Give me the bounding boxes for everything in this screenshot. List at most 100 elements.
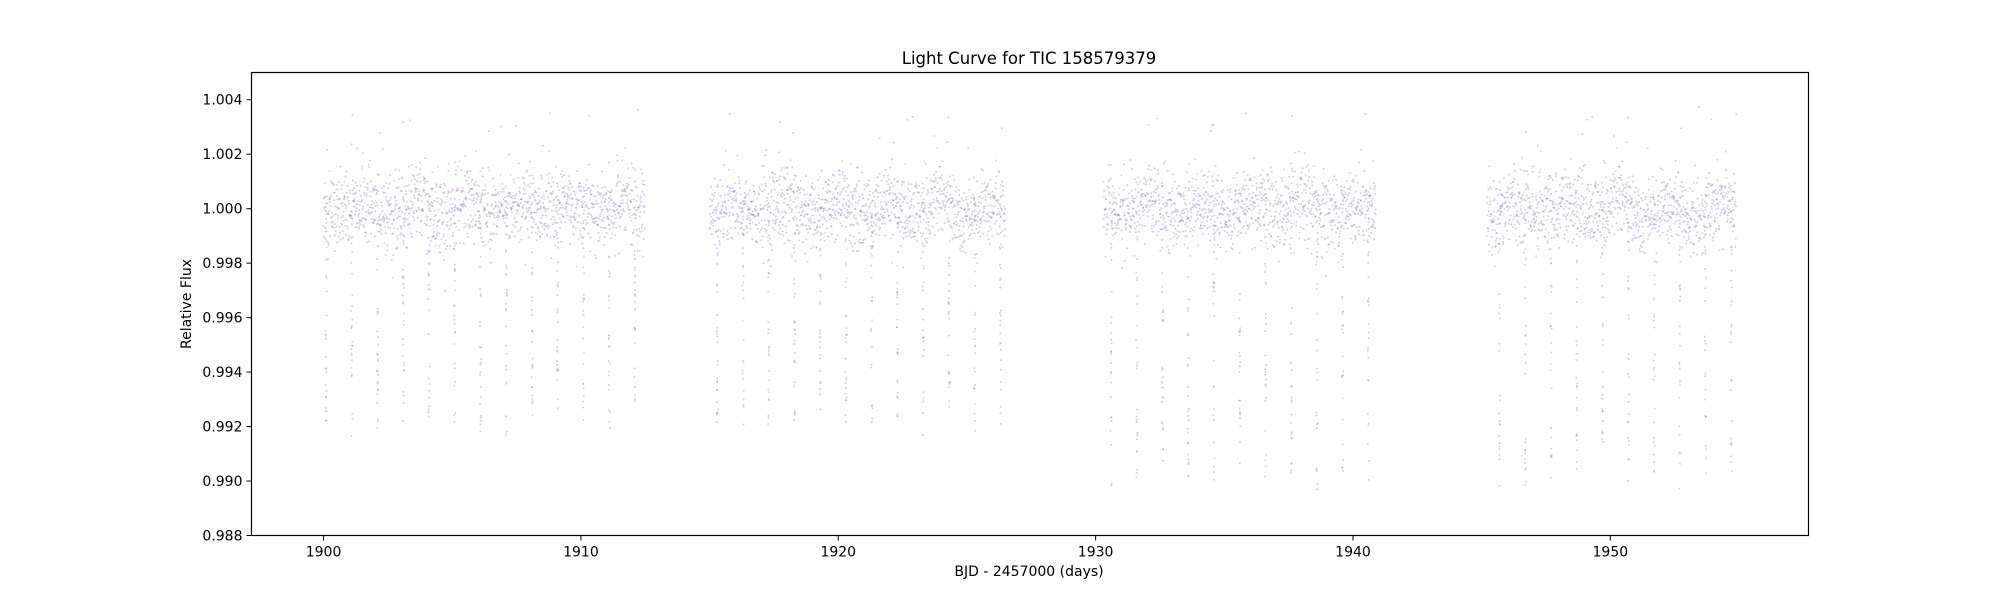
data-point	[416, 216, 419, 219]
data-point	[1157, 230, 1160, 233]
data-point	[1350, 205, 1353, 208]
data-point	[497, 206, 500, 209]
data-point	[1254, 205, 1257, 208]
data-point	[922, 198, 925, 201]
data-point	[1357, 229, 1360, 232]
data-point	[1108, 191, 1111, 194]
data-point	[896, 415, 899, 418]
data-point	[1318, 223, 1321, 225]
data-point	[1173, 235, 1176, 238]
data-point	[361, 208, 364, 211]
data-point	[587, 232, 590, 235]
data-point	[339, 238, 342, 241]
data-point	[1334, 201, 1337, 204]
data-point	[1321, 256, 1324, 259]
data-point	[421, 208, 424, 210]
data-point	[368, 213, 371, 216]
data-point	[336, 241, 339, 244]
data-point	[1316, 482, 1319, 485]
data-point	[376, 353, 379, 356]
data-point	[1368, 218, 1371, 221]
data-point	[351, 236, 354, 239]
data-point	[1214, 224, 1217, 227]
data-point	[946, 213, 949, 216]
data-point	[960, 196, 963, 199]
data-point	[845, 203, 848, 206]
data-point	[431, 236, 434, 239]
data-point	[437, 197, 440, 200]
data-point	[1345, 217, 1348, 220]
data-point	[485, 244, 487, 247]
data-point	[515, 192, 518, 195]
data-point	[923, 237, 926, 240]
data-point	[1184, 223, 1187, 226]
data-point	[1290, 182, 1293, 185]
data-point	[605, 227, 608, 230]
data-point	[1538, 190, 1541, 193]
data-point	[1500, 210, 1503, 213]
data-point	[420, 200, 423, 203]
data-point	[1530, 220, 1533, 223]
data-point	[569, 219, 572, 222]
data-point	[1343, 191, 1346, 194]
data-point	[804, 200, 807, 203]
data-point	[819, 357, 822, 360]
data-point	[799, 179, 802, 182]
data-point	[428, 365, 431, 368]
data-point	[434, 237, 437, 240]
data-point	[1135, 225, 1138, 228]
data-point	[335, 183, 338, 186]
data-point	[891, 261, 894, 264]
data-point	[450, 190, 453, 193]
data-point	[1186, 309, 1189, 312]
data-point	[403, 221, 406, 224]
data-point	[1252, 191, 1255, 194]
data-point	[1239, 361, 1242, 364]
data-point	[1138, 180, 1141, 183]
data-point	[1134, 178, 1137, 181]
data-point	[925, 176, 928, 179]
data-point	[1212, 205, 1215, 208]
data-point	[1102, 180, 1105, 183]
data-point	[1186, 275, 1189, 278]
data-point	[453, 263, 456, 266]
data-point	[1308, 237, 1311, 240]
data-point	[411, 173, 414, 176]
data-point	[1310, 207, 1313, 210]
data-point	[847, 214, 850, 217]
data-point	[451, 207, 454, 210]
data-point	[728, 192, 731, 195]
data-point	[580, 185, 582, 188]
data-point	[768, 234, 771, 237]
data-point	[417, 208, 420, 211]
data-point	[1536, 237, 1539, 240]
data-point	[1290, 421, 1293, 424]
data-point	[713, 191, 716, 194]
data-point	[501, 215, 504, 218]
data-point	[967, 238, 970, 241]
data-point	[489, 261, 492, 264]
data-point	[1265, 241, 1268, 244]
data-point	[1130, 194, 1133, 197]
data-point	[567, 203, 570, 206]
data-point	[916, 202, 919, 205]
data-point	[496, 191, 499, 194]
data-point	[392, 210, 395, 213]
data-point	[737, 232, 740, 235]
data-point	[601, 220, 604, 223]
data-point	[1520, 204, 1523, 207]
data-point	[833, 240, 836, 243]
data-point	[862, 204, 865, 207]
data-point	[534, 231, 537, 234]
data-point	[1162, 196, 1165, 199]
data-point	[577, 237, 580, 240]
data-point	[1270, 185, 1273, 188]
data-point	[588, 212, 591, 215]
data-point	[1290, 401, 1293, 404]
data-point	[1342, 266, 1345, 269]
data-point	[1182, 220, 1185, 223]
data-point	[499, 202, 502, 205]
data-point	[870, 329, 873, 332]
data-point	[475, 201, 478, 204]
data-point	[1135, 339, 1138, 342]
